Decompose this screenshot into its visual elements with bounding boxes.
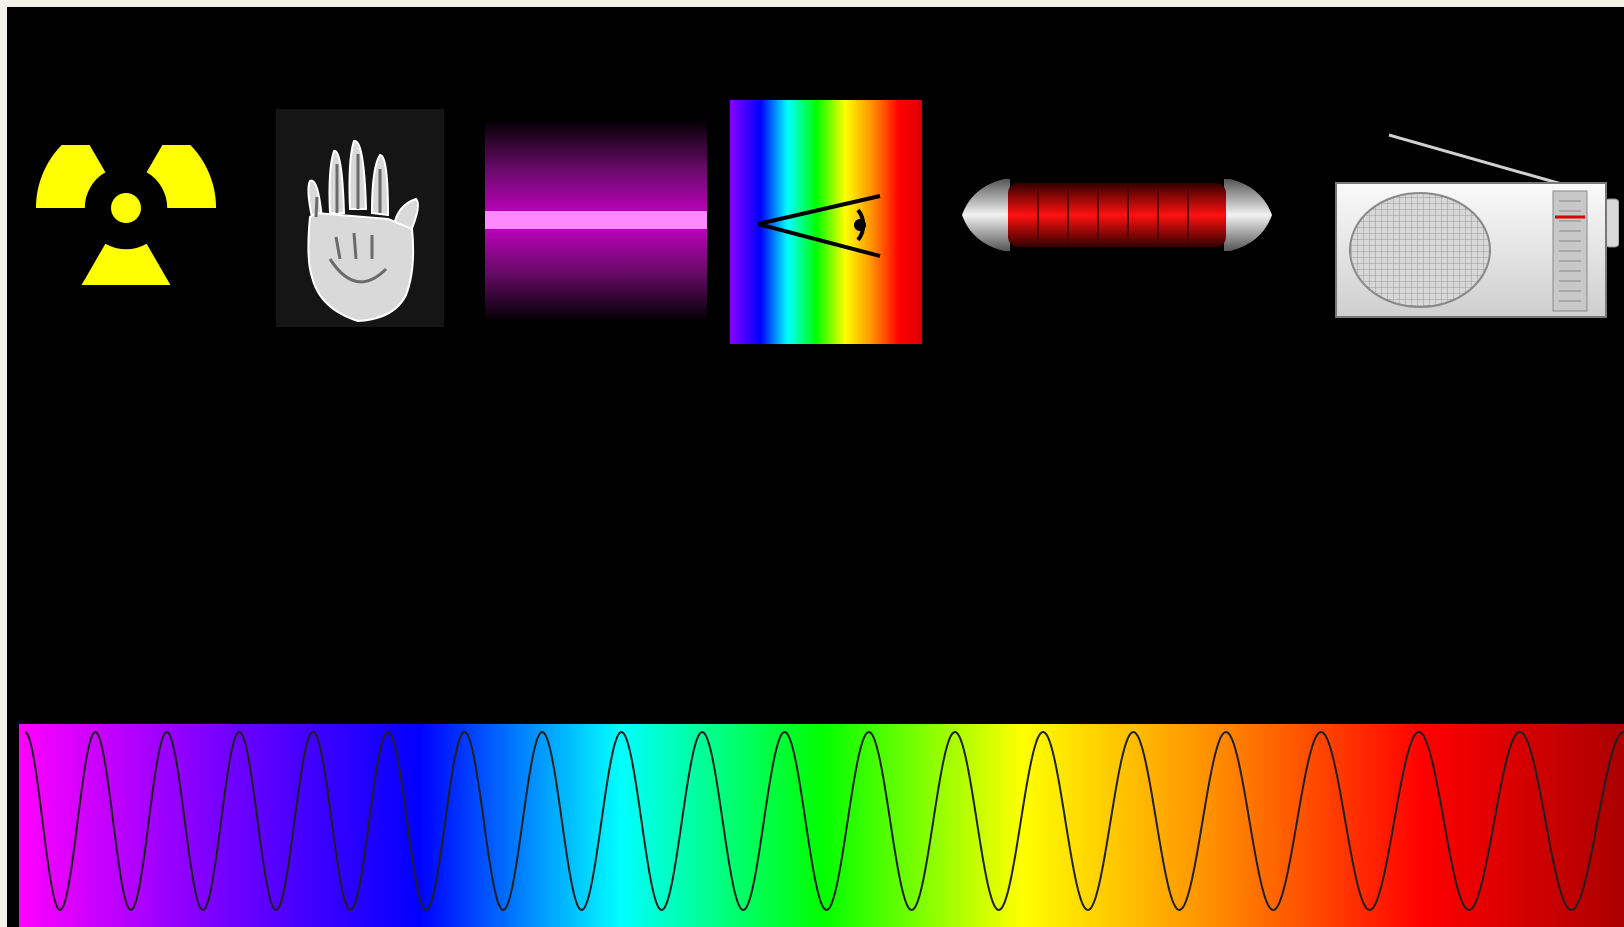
radio-icon — [1335, 133, 1619, 318]
xray-hand-icon — [276, 109, 444, 327]
spectrum-wave-bar — [19, 724, 1624, 927]
spectrum-gradient — [19, 724, 1624, 927]
infrared-heater-icon — [962, 179, 1272, 251]
visible-eye-icon — [730, 100, 922, 344]
spectrum-illustration — [7, 7, 1624, 927]
radiation-icon — [35, 145, 217, 285]
spectrum-wave — [24, 730, 1624, 912]
uv-light-icon — [485, 119, 707, 322]
